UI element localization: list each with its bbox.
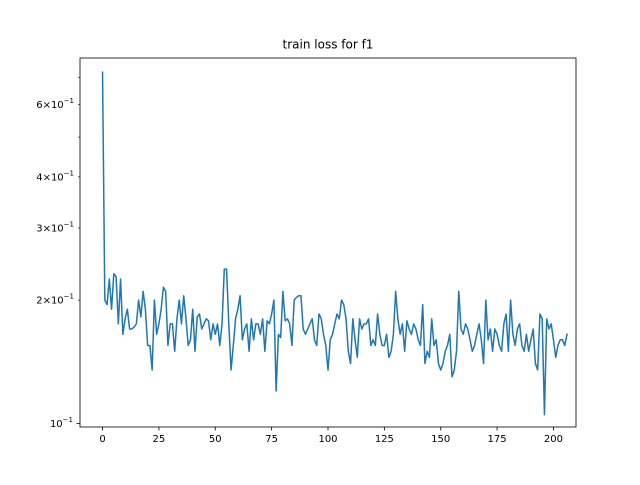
y-tick-label: 2×10−1: [36, 293, 74, 307]
x-tick-label: 100: [318, 434, 337, 445]
plot-area: [101, 71, 568, 416]
y-tick-label: 10−1: [50, 416, 73, 430]
x-tick-label: 25: [153, 434, 166, 445]
x-tick-label: 200: [544, 434, 563, 445]
x-tick-label: 50: [209, 434, 222, 445]
y-tick-label: 4×10−1: [36, 169, 74, 183]
y-tick-label: 6×10−1: [36, 97, 74, 111]
series-line-0: [101, 71, 568, 416]
x-tick-label: 150: [431, 434, 450, 445]
x-tick-label: 125: [375, 434, 394, 445]
axes: 0 25 50 75 100 125 150 175 200 10−1 2×10−1 3×10−1 4×…: [36, 57, 577, 445]
chart-title: train loss for f1: [283, 38, 374, 52]
x-tick-label: 175: [488, 434, 507, 445]
x-tick-label: 0: [99, 434, 105, 445]
x-tick-label: 75: [265, 434, 278, 445]
y-tick-label: 3×10−1: [36, 220, 74, 234]
